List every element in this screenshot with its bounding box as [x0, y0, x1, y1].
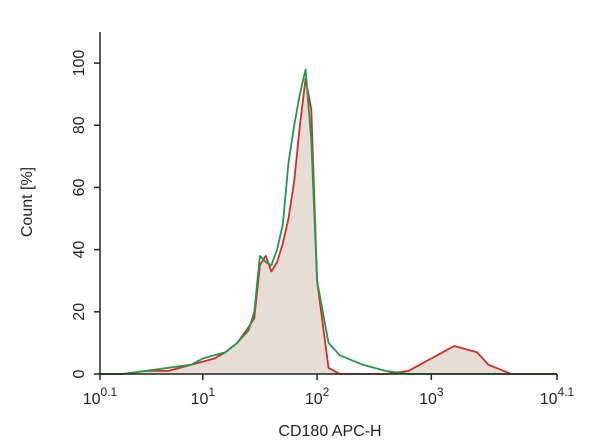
- y-tick-label: 80: [71, 116, 88, 134]
- x-tick-base: 10: [83, 391, 101, 408]
- x-tick-exponent: 1: [208, 385, 215, 399]
- y-tick-label: 20: [71, 303, 88, 321]
- x-tick-exponent: 4.1: [558, 385, 575, 399]
- x-tick-exponent: 0.1: [101, 385, 118, 399]
- area: [100, 78, 557, 374]
- x-tick-exponent: 2: [323, 385, 330, 399]
- x-tick-label: 103: [419, 385, 444, 408]
- x-tick-base: 10: [191, 391, 209, 408]
- y-tick-label: 60: [71, 178, 88, 196]
- y-axis-label: Count [%]: [19, 167, 36, 237]
- x-tick-base: 10: [419, 391, 437, 408]
- x-tick-label: 104.1: [540, 385, 575, 408]
- x-tick-base: 10: [305, 391, 323, 408]
- x-tick-label: 102: [305, 385, 330, 408]
- x-tick-label: 101: [191, 385, 216, 408]
- y-tick-label: 0: [71, 369, 88, 378]
- x-tick-label: 100.1: [83, 385, 118, 408]
- y-tick-label: 40: [71, 241, 88, 259]
- x-tick-exponent: 3: [437, 385, 444, 399]
- line: [100, 77, 557, 375]
- line: [100, 68, 557, 375]
- y-tick-label: 100: [71, 50, 88, 77]
- x-tick-base: 10: [540, 391, 558, 408]
- x-axis-label: CD180 APC-H: [278, 423, 381, 440]
